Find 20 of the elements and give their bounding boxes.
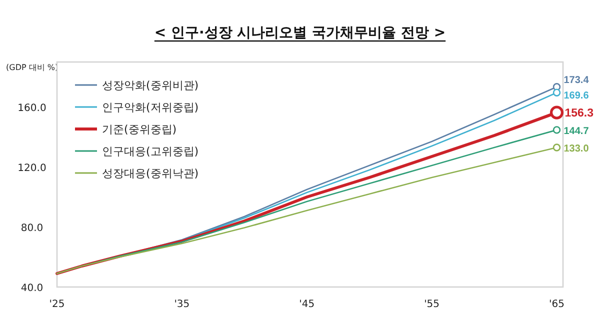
data-label: 133.0 — [564, 144, 590, 154]
data-label: 173.4 — [564, 74, 590, 86]
x-tick-label: '65 — [549, 299, 564, 310]
chart-title: < 인구·성장 시나리오별 국가채무비율 전망 > — [154, 25, 446, 41]
legend-label: 인구대응(고위중립) — [102, 145, 199, 158]
data-label: 156.3 — [564, 108, 594, 120]
y-tick-label: 120.0 — [18, 163, 46, 174]
legend-label: 기준(중위중립) — [102, 123, 177, 136]
legend-label: 성장대응(중위낙관) — [102, 167, 199, 180]
y-tick-label: 80.0 — [20, 223, 44, 234]
legend-label: 인구악화(저위중립) — [102, 101, 199, 114]
legend-label: 성장악화(중위비관) — [102, 79, 199, 92]
y-tick-label: 160.0 — [18, 103, 46, 114]
x-tick-label: '25 — [49, 299, 65, 310]
x-tick-label: '55 — [424, 299, 440, 310]
data-label: 144.7 — [564, 126, 590, 137]
data-label: 169.6 — [564, 90, 590, 102]
y-tick-label: 40.0 — [20, 283, 44, 294]
x-tick-label: '45 — [299, 299, 315, 310]
x-tick-label: '35 — [174, 299, 190, 310]
